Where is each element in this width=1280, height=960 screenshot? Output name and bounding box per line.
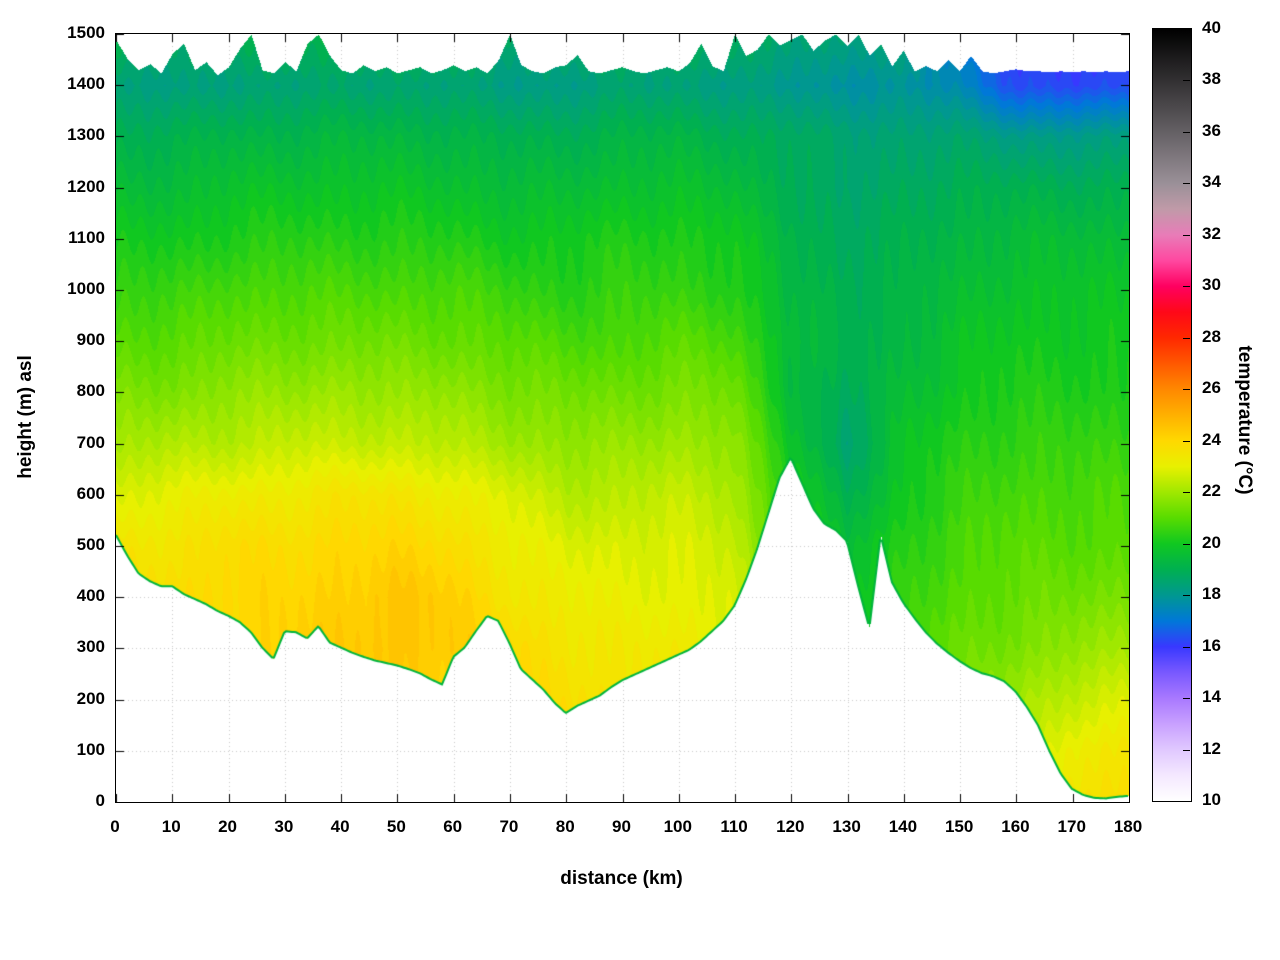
colorbar-tick-mark bbox=[1183, 749, 1190, 751]
colorbar-tick-mark bbox=[1183, 183, 1190, 185]
colorbar-tick-mark bbox=[1183, 492, 1190, 494]
cb-tick-label: 30 bbox=[1202, 275, 1221, 295]
x-axis-title: distance (km) bbox=[560, 868, 683, 889]
y-tick-label: 500 bbox=[76, 535, 105, 554]
cb-tick-label: 20 bbox=[1202, 532, 1221, 552]
colorbar-gradient bbox=[1153, 29, 1191, 802]
y-tick-label: 300 bbox=[76, 637, 105, 657]
cb-tick-label: 16 bbox=[1202, 635, 1221, 655]
cb-tick-label: 40 bbox=[1202, 18, 1221, 37]
y-tick-label: 900 bbox=[76, 330, 105, 350]
y-tick-label: 800 bbox=[76, 381, 105, 401]
x-tick-label: 100 bbox=[663, 817, 692, 836]
cb-tick-label: 24 bbox=[1202, 429, 1221, 449]
y-tick-label: 600 bbox=[76, 483, 105, 503]
x-tick-label: 160 bbox=[1001, 817, 1030, 836]
x-tick-label: 110 bbox=[720, 817, 748, 836]
colorbar-title: temperature (°C) bbox=[1234, 345, 1255, 495]
cb-tick-label: 28 bbox=[1202, 326, 1221, 346]
cb-tick-label: 36 bbox=[1202, 120, 1221, 140]
colorbar-tick-mark bbox=[1183, 595, 1190, 597]
x-tick-label: 40 bbox=[330, 817, 350, 836]
x-tick-label: 140 bbox=[888, 817, 918, 836]
y-tick-label: 1400 bbox=[67, 74, 105, 94]
x-tick-label: 50 bbox=[386, 817, 406, 836]
y-tick-label: 700 bbox=[76, 432, 105, 452]
y-tick-label: 1100 bbox=[68, 227, 105, 247]
x-tick-label: 0 bbox=[110, 817, 120, 836]
plot-area bbox=[115, 33, 1130, 803]
heatmap-canvas bbox=[116, 34, 1129, 802]
cb-tick-label: 26 bbox=[1202, 378, 1221, 398]
colorbar-tick-mark bbox=[1183, 29, 1190, 30]
colorbar-tick-mark bbox=[1183, 286, 1190, 288]
x-tick-label: 90 bbox=[612, 817, 631, 836]
x-tick-label: 10 bbox=[161, 817, 181, 836]
colorbar-tick-mark bbox=[1183, 646, 1190, 648]
x-tick-label: 20 bbox=[218, 817, 238, 836]
cb-tick-label: 34 bbox=[1202, 172, 1221, 192]
cb-tick-label: 38 bbox=[1202, 69, 1221, 89]
x-tick-label: 30 bbox=[274, 817, 294, 836]
x-tick-label: 80 bbox=[555, 817, 575, 836]
y-tick-label: 1500 bbox=[67, 23, 105, 42]
colorbar-tick-mark bbox=[1183, 543, 1190, 545]
x-tick-label: 150 bbox=[944, 817, 974, 836]
colorbar-tick-mark bbox=[1183, 801, 1190, 802]
cb-tick-label: 10 bbox=[1202, 790, 1221, 809]
cb-tick-label: 32 bbox=[1202, 223, 1221, 243]
y-tick-label: 200 bbox=[76, 688, 105, 708]
cb-tick-label: 22 bbox=[1202, 481, 1221, 501]
y-tick-label: 1300 bbox=[67, 125, 105, 145]
colorbar-tick-mark bbox=[1183, 389, 1190, 391]
y-tick-label: 0 bbox=[95, 791, 105, 810]
colorbar bbox=[1152, 28, 1192, 802]
y-axis-title: height (m) asl bbox=[15, 355, 36, 479]
x-tick-label: 170 bbox=[1057, 817, 1086, 836]
x-tick-label: 180 bbox=[1113, 817, 1143, 836]
y-tick-label: 1000 bbox=[67, 279, 105, 298]
cb-tick-label: 18 bbox=[1202, 584, 1221, 604]
x-tick-label: 70 bbox=[499, 817, 519, 836]
cb-tick-label: 14 bbox=[1202, 687, 1221, 707]
cb-tick-label: 12 bbox=[1202, 738, 1221, 758]
colorbar-tick-mark bbox=[1183, 234, 1190, 236]
colorbar-tick-mark bbox=[1183, 440, 1190, 442]
y-tick-label: 100 bbox=[76, 739, 105, 759]
colorbar-tick-mark bbox=[1183, 80, 1190, 82]
x-tick-label: 130 bbox=[832, 817, 861, 836]
x-tick-label: 60 bbox=[443, 817, 463, 836]
colorbar-tick-mark bbox=[1183, 698, 1190, 700]
colorbar-tick-mark bbox=[1183, 131, 1190, 133]
y-tick-label: 400 bbox=[76, 586, 105, 606]
colorbar-tick-mark bbox=[1183, 337, 1190, 339]
y-tick-label: 1200 bbox=[67, 176, 105, 196]
x-tick-label: 120 bbox=[776, 817, 805, 836]
